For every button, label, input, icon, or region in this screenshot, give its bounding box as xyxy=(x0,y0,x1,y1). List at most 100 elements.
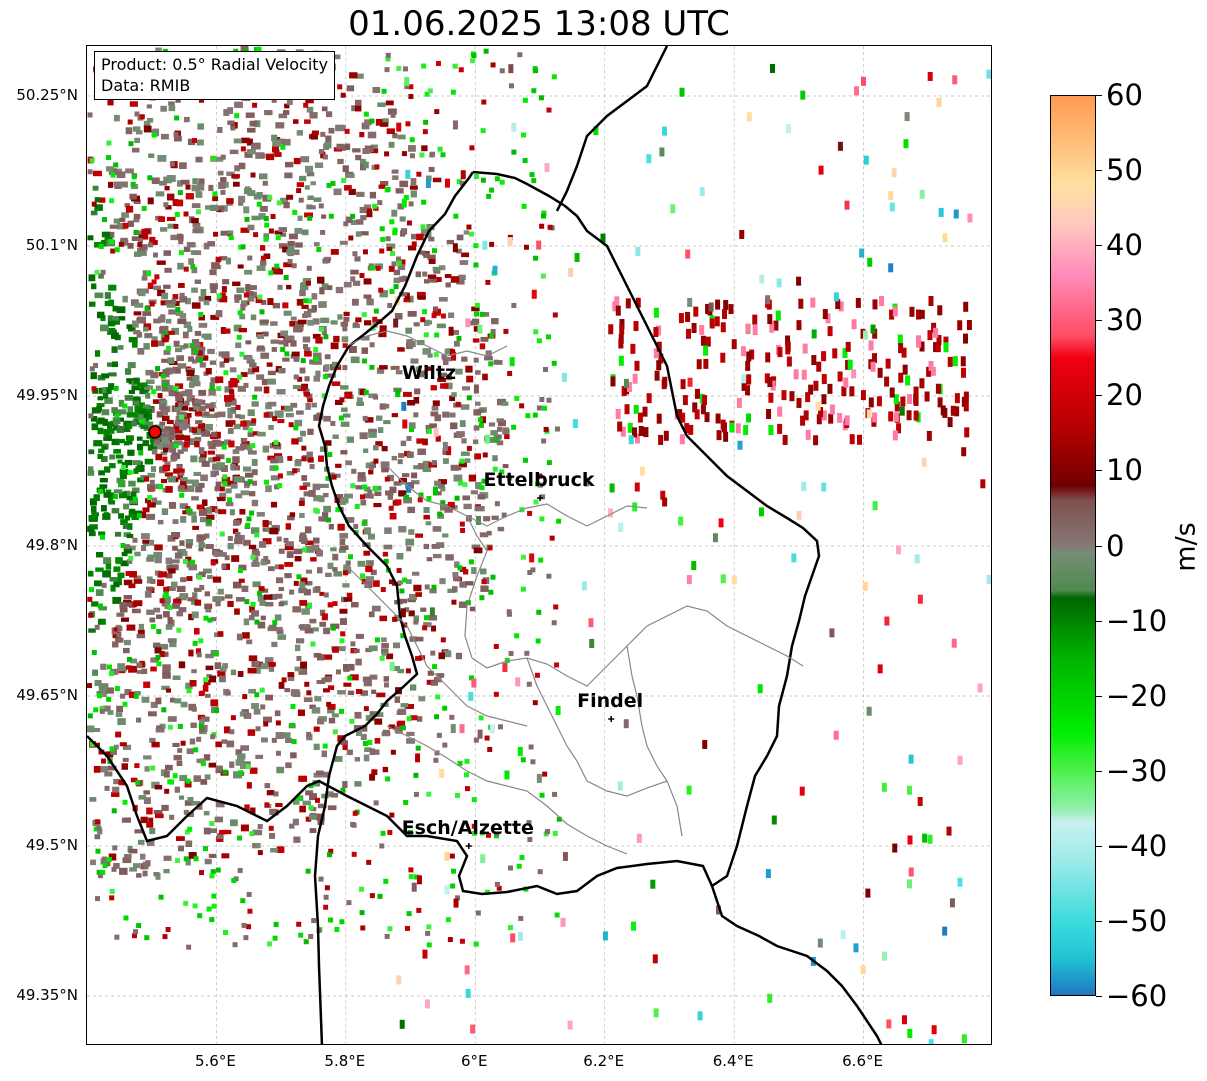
echo-pixel xyxy=(480,128,486,134)
echo-pixel xyxy=(519,855,525,861)
echo-pixel xyxy=(403,800,409,806)
echo-pixel xyxy=(521,203,527,209)
echo-pixel xyxy=(414,388,421,395)
echo-pixel xyxy=(175,310,184,316)
echo-pixel xyxy=(238,162,246,170)
echo-pixel xyxy=(499,179,505,185)
echo-pixel xyxy=(183,246,191,253)
echo-pixel xyxy=(280,197,289,205)
echo-pixel xyxy=(218,441,227,447)
echo-pixel xyxy=(191,137,197,143)
echo-pixel xyxy=(551,74,557,80)
echo-pixel xyxy=(800,415,806,426)
echo-pixel xyxy=(398,477,407,483)
echo-pixel xyxy=(147,495,153,501)
echo-pixel xyxy=(190,722,197,729)
echo-pixel xyxy=(654,370,660,381)
echo-pixel xyxy=(244,480,251,486)
echo-pixel xyxy=(902,364,908,375)
echo-pixel xyxy=(906,410,912,421)
echo-pixel xyxy=(274,564,283,570)
echo-pixel xyxy=(362,148,370,154)
echo-pixel xyxy=(480,336,489,342)
echo-pixel xyxy=(132,496,138,502)
echo-pixel xyxy=(540,273,546,279)
lat-tick-label: 49.35°N xyxy=(16,986,78,1004)
echo-pixel xyxy=(160,314,166,320)
echo-pixel xyxy=(176,468,185,473)
echo-pixel xyxy=(209,917,215,923)
echo-pixel xyxy=(369,118,375,124)
echo-pixel xyxy=(326,517,332,523)
echo-pixel xyxy=(404,77,410,87)
echo-pixel xyxy=(390,112,396,118)
echo-pixel xyxy=(426,496,432,502)
echo-pixel xyxy=(627,422,633,433)
echo-pixel xyxy=(105,687,114,694)
echo-pixel xyxy=(222,663,229,669)
echo-pixel xyxy=(538,557,544,563)
echo-pixel xyxy=(957,755,963,765)
echo-pixel xyxy=(238,568,244,574)
radar-map[interactable] xyxy=(87,46,992,1045)
echo-pixel xyxy=(112,493,118,499)
echo-pixel xyxy=(274,453,283,458)
echo-pixel xyxy=(88,413,94,419)
echo-pixel xyxy=(134,411,140,418)
echo-pixel xyxy=(508,650,514,656)
echo-pixel xyxy=(211,903,217,909)
echo-pixel xyxy=(292,468,298,474)
echo-pixel xyxy=(652,954,658,964)
echo-pixel xyxy=(180,179,190,185)
echo-pixel xyxy=(429,152,435,158)
echo-pixel xyxy=(197,913,203,919)
echo-pixel xyxy=(961,447,967,457)
echo-pixel xyxy=(473,547,483,554)
echo-pixel xyxy=(305,816,312,822)
echo-pixel xyxy=(961,1034,967,1044)
echo-pixel xyxy=(464,458,471,463)
echo-pixel xyxy=(926,430,932,441)
echo-pixel xyxy=(285,335,295,341)
echo-pixel xyxy=(275,455,283,463)
echo-pixel xyxy=(143,343,150,350)
echo-pixel xyxy=(227,535,233,541)
echo-pixel xyxy=(262,445,270,453)
echo-pixel xyxy=(109,463,116,469)
echo-pixel xyxy=(401,401,407,411)
echo-pixel xyxy=(405,704,415,709)
echo-pixel xyxy=(328,127,335,134)
echo-pixel xyxy=(160,478,168,484)
echo-pixel xyxy=(473,384,479,394)
echo-pixel xyxy=(275,802,283,808)
echo-pixel xyxy=(827,326,833,337)
echo-pixel xyxy=(355,485,364,490)
echo-pixel xyxy=(319,446,328,452)
echo-pixel xyxy=(134,551,141,557)
echo-pixel xyxy=(905,375,911,386)
echo-pixel xyxy=(432,526,442,532)
map-panel[interactable] xyxy=(86,45,992,1045)
echo-pixel xyxy=(316,679,326,685)
echo-pixel xyxy=(450,883,456,889)
echo-pixel xyxy=(183,321,192,329)
echo-pixel xyxy=(299,290,306,297)
echo-pixel xyxy=(162,644,169,649)
echo-pixel xyxy=(832,348,838,359)
echo-pixel xyxy=(270,458,278,464)
echo-pixel xyxy=(251,143,261,150)
echo-pixel xyxy=(765,295,771,305)
echo-pixel xyxy=(697,1011,703,1021)
echo-pixel xyxy=(311,130,319,135)
echo-pixel xyxy=(465,365,473,373)
echo-pixel xyxy=(178,162,187,169)
echo-pixel xyxy=(802,343,808,354)
echo-pixel xyxy=(464,758,470,764)
echo-pixel xyxy=(396,122,402,132)
echo-pixel xyxy=(207,450,215,455)
echo-pixel xyxy=(136,513,142,519)
echo-pixel xyxy=(452,572,459,578)
echo-pixel xyxy=(160,769,168,777)
echo-pixel xyxy=(175,306,181,312)
echo-pixel xyxy=(107,181,114,188)
